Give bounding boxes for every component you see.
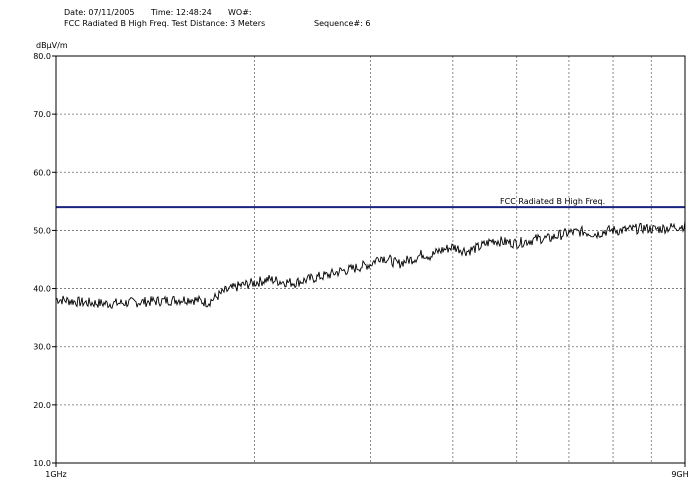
x-tick-label: 9GH <box>671 470 688 479</box>
grid <box>56 56 685 463</box>
measurement-trace <box>55 221 686 309</box>
header-wo: WO#: <box>228 8 252 17</box>
plot-area: FCC Radiated B High Freq. <box>55 197 686 309</box>
header-test-description: FCC Radiated B High Freq. Test Distance:… <box>64 19 266 28</box>
header-sequence: Sequence#: 6 <box>314 19 371 28</box>
y-tick-label: 60.0 <box>33 168 51 177</box>
axis-ticks: 80.0 70.0 60.0 50.0 40.0 30.0 20.0 10.0 1GHz 9GH <box>33 52 688 479</box>
y-axis-unit: dBµV/m <box>36 41 68 50</box>
y-tick-label: 10.0 <box>33 459 51 468</box>
y-tick-label: 40.0 <box>33 285 51 294</box>
header-time: Time: 12:48:24 <box>151 8 212 17</box>
y-tick-label: 80.0 <box>33 52 51 61</box>
header-date: Date: 07/11/2005 <box>64 8 135 17</box>
y-tick-label: 30.0 <box>33 343 51 352</box>
y-tick-label: 50.0 <box>33 226 51 235</box>
y-tick-label: 70.0 <box>33 110 51 119</box>
limit-line-label: FCC Radiated B High Freq. <box>500 197 605 206</box>
plot-frame <box>55 55 686 464</box>
x-tick-label: 1GHz <box>45 470 67 479</box>
y-tick-label: 20.0 <box>33 401 51 410</box>
